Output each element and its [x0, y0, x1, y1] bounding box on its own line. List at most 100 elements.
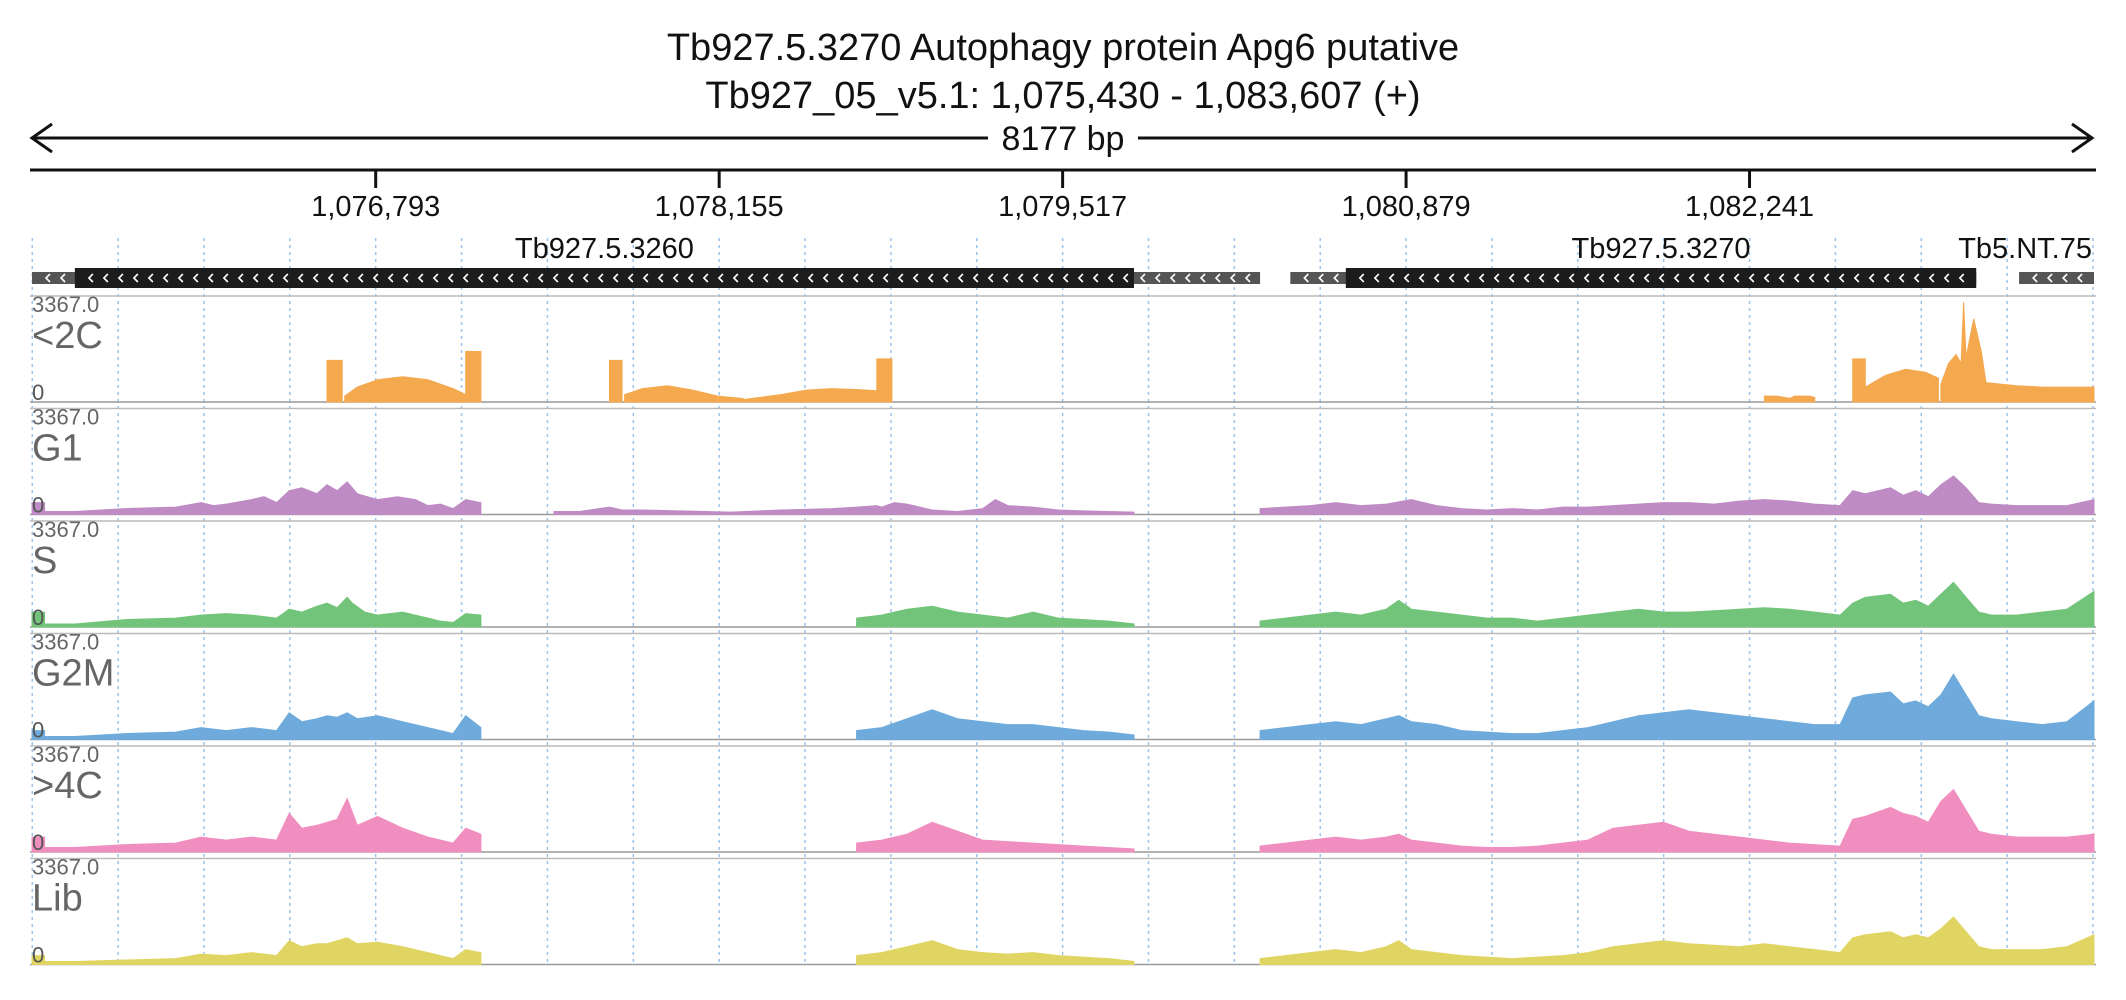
strand-chevron — [252, 273, 259, 283]
strand-chevron — [1673, 273, 1680, 283]
track-name: Lib — [32, 878, 83, 920]
strand-chevron — [1002, 273, 1009, 283]
track-ymin-label: 0 — [32, 830, 44, 855]
strand-chevron — [1244, 273, 1251, 283]
span-indicator: 8177 bp — [29, 120, 2095, 158]
track-ymax-label: 3367.0 — [32, 630, 99, 655]
strand-chevron — [417, 273, 424, 283]
x-tick-label: 1,078,155 — [655, 191, 784, 223]
coverage-area — [856, 821, 1135, 853]
gene-label: Tb927.5.3270 — [1572, 233, 1751, 265]
strand-chevron — [492, 273, 499, 283]
x-axis-ticks: 1,076,793 1,078,155 1,079,517 1,080,879 1,08… — [311, 170, 1814, 223]
strand-chevron — [1154, 273, 1161, 283]
strand-chevron — [1333, 273, 1339, 283]
strand-chevron — [1553, 273, 1560, 283]
strand-chevron — [957, 273, 964, 283]
strand-chevron — [867, 273, 874, 283]
coverage-area — [1763, 395, 1816, 403]
track-ymax-label: 3367.0 — [32, 405, 99, 430]
strand-chevron — [762, 273, 769, 283]
strand-chevron — [102, 273, 109, 283]
gene-label: Tb5.NT.75 — [1958, 233, 2092, 265]
strand-chevron — [2031, 273, 2038, 283]
gene-label: Tb927.5.3260 — [515, 233, 694, 265]
strand-chevron — [1913, 273, 1920, 283]
strand-chevron — [357, 273, 364, 283]
strand-chevron — [192, 273, 199, 283]
strand-chevron — [1358, 273, 1365, 283]
strand-chevron — [567, 273, 574, 283]
strand-chevron — [432, 273, 439, 283]
strand-chevron — [507, 273, 514, 283]
strand-chevron — [207, 273, 214, 283]
strand-chevron — [1883, 273, 1890, 283]
strand-chevron — [732, 273, 739, 283]
gene-model: Tb927.5.3270 — [1290, 233, 1977, 288]
strand-chevron — [132, 273, 139, 283]
track-ymin-label: 0 — [32, 380, 44, 405]
strand-chevron — [312, 273, 319, 283]
span-length-label: 8177 bp — [1002, 120, 1125, 158]
strand-chevron — [747, 273, 754, 283]
coverage-track: 3367.0 0 G1 — [30, 405, 2096, 518]
coverage-area — [856, 940, 1135, 965]
strand-chevron — [1303, 273, 1309, 283]
strand-chevron — [1583, 273, 1590, 283]
strand-chevron — [1958, 273, 1965, 283]
strand-chevron — [1017, 273, 1024, 283]
strand-chevron — [222, 273, 229, 283]
strand-chevron — [327, 273, 334, 283]
strand-chevron — [1793, 273, 1800, 283]
strand-chevron — [597, 273, 604, 283]
strand-chevron — [642, 273, 649, 283]
x-tick-label: 1,076,793 — [311, 191, 440, 223]
coverage-tracks: 3367.00<2C3367.00G13367.00S3367.00G2M336… — [30, 292, 2096, 968]
track-name: S — [32, 540, 57, 582]
strand-chevron — [897, 273, 904, 283]
strand-chevron — [1493, 273, 1500, 283]
strand-chevron — [822, 273, 829, 283]
strand-chevron — [1478, 273, 1485, 283]
x-tick-label: 1,079,517 — [998, 191, 1127, 223]
track-ymax-label: 3367.0 — [32, 742, 99, 767]
strand-chevron — [792, 273, 799, 283]
coverage-area — [1259, 916, 2095, 965]
strand-chevron — [1403, 273, 1410, 283]
track-ymax-label: 3367.0 — [32, 292, 99, 317]
strand-chevron — [1229, 273, 1236, 283]
coverage-area — [31, 797, 482, 853]
strand-chevron — [342, 273, 349, 283]
coverage-area — [344, 376, 467, 403]
strand-chevron — [2061, 273, 2068, 283]
track-name: <2C — [32, 315, 103, 357]
track-name: >4C — [32, 765, 103, 807]
strand-chevron — [372, 273, 379, 283]
strand-chevron — [1538, 273, 1545, 283]
strand-chevron — [912, 273, 919, 283]
strand-chevron — [1643, 273, 1650, 283]
strand-chevron — [59, 273, 66, 283]
strand-chevron — [627, 273, 634, 283]
strand-chevron — [387, 273, 394, 283]
strand-chevron — [477, 273, 484, 283]
coverage-area — [31, 712, 482, 740]
figure-title: Tb927.5.3270 Autophagy protein Apg6 puta… — [667, 27, 1459, 69]
coverage-area — [31, 481, 482, 515]
strand-chevron — [852, 273, 859, 283]
strand-chevron — [267, 273, 274, 283]
strand-chevron — [1463, 273, 1470, 283]
strand-chevron — [1823, 273, 1830, 283]
strand-chevron — [657, 273, 664, 283]
track-ymax-label: 3367.0 — [32, 517, 99, 542]
strand-chevron — [2046, 273, 2053, 283]
strand-chevron — [402, 273, 409, 283]
x-tick-label: 1,082,241 — [1685, 191, 1814, 223]
strand-chevron — [1703, 273, 1710, 283]
strand-chevron — [1778, 273, 1785, 283]
gene-cds — [74, 268, 1134, 288]
strand-chevron — [1568, 273, 1575, 283]
coverage-area — [856, 709, 1135, 740]
strand-chevron — [1718, 273, 1725, 283]
strand-chevron — [1214, 273, 1221, 283]
